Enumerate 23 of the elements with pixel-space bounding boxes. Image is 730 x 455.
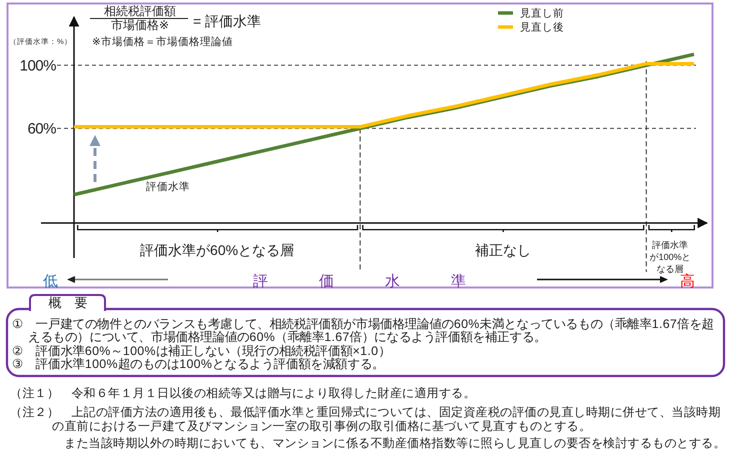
text: 評価水準が60%となる層 xyxy=(140,242,294,258)
y-tick-label: 100% xyxy=(20,58,56,75)
legend-label: 見直し前 xyxy=(520,6,564,20)
text: ③ 評価水準100%超のものは100%となるよう評価額を減額する。 xyxy=(12,356,386,372)
text: 相続税評価額 xyxy=(104,4,176,18)
text: （注２） 上記の評価方法の適用後も、最低評価水準と重回帰式については、固定資産税の評価の見直し時期に併せて、当該時期の直前における一戸建て及びマンション一室の取引事例の取引価格に基づいて見直すものとする。 xyxy=(10,405,722,433)
legend-label: 見直し後 xyxy=(520,20,564,34)
line-series xyxy=(72,62,696,129)
x-axis-title: 評価水準 xyxy=(253,273,517,290)
y-tick-label: 60% xyxy=(27,120,56,138)
text: また当該時期以外の時期においても、マンションに係る不動産価格指数等に照らし見直しの要否を検討するものとする。 xyxy=(64,436,726,450)
text: 評価水準が100%となる層 xyxy=(649,239,691,274)
text: （注１） 令和６年１月１日以後の相続等又は贈与により取得した財産に適用する。 xyxy=(10,386,476,400)
text: 概 要 xyxy=(48,295,88,310)
text: 補正なし xyxy=(475,242,532,258)
annotation: ※市場価格＝市場価格理論値 xyxy=(92,35,233,48)
text: 低 xyxy=(43,273,58,290)
annotation: 評価水準 xyxy=(146,180,190,193)
text: ② 評価水準60%～100%は補正しない（現行の相続税評価額×1.0） xyxy=(12,344,392,358)
text: 高 xyxy=(680,273,695,290)
annotation: 市場価格※ xyxy=(110,18,170,32)
annotation: = 評価水準 xyxy=(193,13,262,29)
text: ① 一戸建ての物件とのバランスも考慮して、相続税評価額が市場価格理論値の60%未満となっているもの（乖離率1.67倍を超えるもの）について、市場価格理論値の60%（乖離率1.67倍）になるよう評価額を補正する。 xyxy=(12,317,716,344)
